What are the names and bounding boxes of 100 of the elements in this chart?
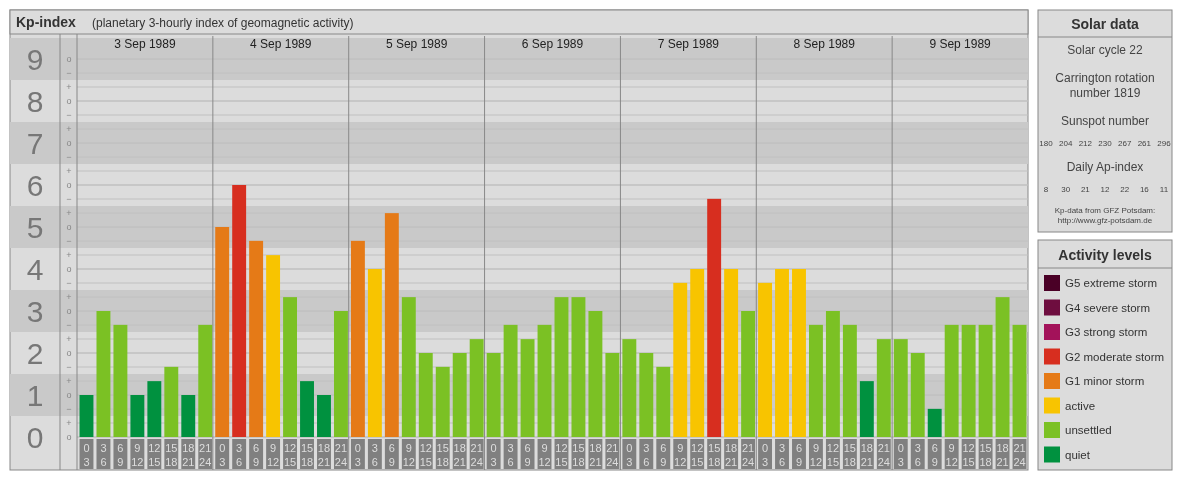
x-tick-label: 0 3 [490,442,497,468]
bar [300,381,314,437]
x-tick-label: 15 18 [979,442,992,468]
x-tick-label: 3 6 [371,442,378,468]
text: − [66,236,72,247]
bar [673,282,688,437]
x-tick-label: 21 24 [741,442,755,468]
text: − [66,362,72,373]
x-tick-label: 12 15 [283,442,297,468]
x-tick-label: 6 9 [117,442,124,468]
bar [554,297,569,437]
text: − [66,152,72,163]
x-tick-label: 12 15 [691,442,704,468]
bar [808,324,823,437]
x-tick-label: 3 6 [643,442,650,468]
text: − [66,194,72,205]
bar [707,198,722,437]
bar [130,395,145,437]
bar [147,381,162,437]
x-tick-label: 21 24 [199,442,212,468]
bar [266,255,281,437]
x-tick-label: 21 24 [334,442,348,468]
x-tick-label: 9 12 [945,442,958,468]
y-tick-label: 1 [26,378,44,412]
x-tick-label: 0 3 [761,442,769,468]
text: Kp-data from GFZ Potsdam: http://www.gfz-potsdam.de [1054,206,1156,225]
chart-subtitle: (planetary 3-hourly index of geomagnetic activity) [92,16,354,30]
bar [792,269,806,437]
annotation: 3 Sep 1989 [114,37,176,51]
legend-label: G2 moderate storm [1065,350,1165,363]
y-tick-label: 4 [26,252,44,286]
x-tick-label: 6 9 [388,442,395,468]
annotation: 7 Sep 1989 [657,37,720,51]
text: Daily Ap-index [1066,160,1144,174]
x-tick-label: 21 24 [1013,442,1026,468]
bar [588,311,603,437]
legend-label: quiet [1065,448,1091,461]
bar [605,353,620,437]
bar [317,395,331,437]
text: Solar cycle 22 [1067,43,1144,57]
text: + [66,82,72,93]
x-tick-label: 3 6 [236,442,243,468]
bar [825,311,840,437]
text: + [66,292,72,303]
x-tick-label: 9 12 [266,442,280,468]
x-tick-label: 0 3 [83,442,90,468]
bar [469,339,484,437]
y-tick-label: 5 [26,210,44,244]
x-tick-label: 18 21 [860,442,873,468]
x-tick-label: 9 12 [674,442,687,468]
x-tick-label: 15 18 [572,442,585,468]
x-tick-label: 21 24 [606,442,619,468]
text: o [66,432,72,443]
x-tick-label: 12 15 [555,442,568,468]
x-tick-label: 0 3 [219,442,226,468]
bar [283,297,298,437]
text: − [66,110,72,121]
x-tick-label: 18 21 [182,442,195,468]
x-tick-label: 3 6 [914,442,921,468]
bar [164,366,179,437]
x-tick-label: 18 21 [996,442,1009,468]
bar [944,324,959,437]
bar [1012,324,1027,437]
x-tick-label: 3 6 [507,442,514,468]
text: − [66,278,72,289]
text: 8 30 21 12 22 16 11 [1043,185,1169,194]
text: Solar data [1071,16,1140,32]
chart-title: Kp-index [16,14,77,30]
y-tick-label: 7 [26,126,44,160]
legend-label: G4 severe storm [1065,301,1150,314]
text: − [66,68,72,79]
bar [876,339,891,437]
bar [181,395,196,437]
legend-label: G3 strong storm [1065,326,1148,338]
bar [571,297,586,437]
x-tick-label: 6 9 [660,442,667,468]
y-tick-label: 8 [26,84,44,118]
legend-label: G1 minor storm [1065,375,1145,387]
y-tick-label: 9 [26,42,44,76]
x-tick-label: 18 21 [317,442,331,468]
legend-label: unsettled [1065,424,1112,436]
annotation: 9 Sep 1989 [929,37,992,51]
annotation: 6 Sep 1989 [521,37,584,51]
x-tick-label: 12 15 [962,442,975,468]
x-tick-label: 15 18 [843,442,856,468]
x-tick-label: 21 24 [877,442,890,468]
legend-title: Activity levels [1058,247,1152,263]
x-tick-label: 9 12 [538,442,551,468]
text: + [66,124,72,135]
x-tick-label: 6 9 [524,442,531,468]
x-tick-label: 18 21 [453,442,466,468]
bar [859,381,874,437]
y-tick-label: 0 [26,420,44,454]
bar [418,353,433,437]
bar [452,353,467,437]
text: − [66,404,72,415]
bar [758,282,773,437]
bar [724,269,739,437]
x-tick-label: 18 21 [725,442,738,468]
text: + [66,418,72,429]
